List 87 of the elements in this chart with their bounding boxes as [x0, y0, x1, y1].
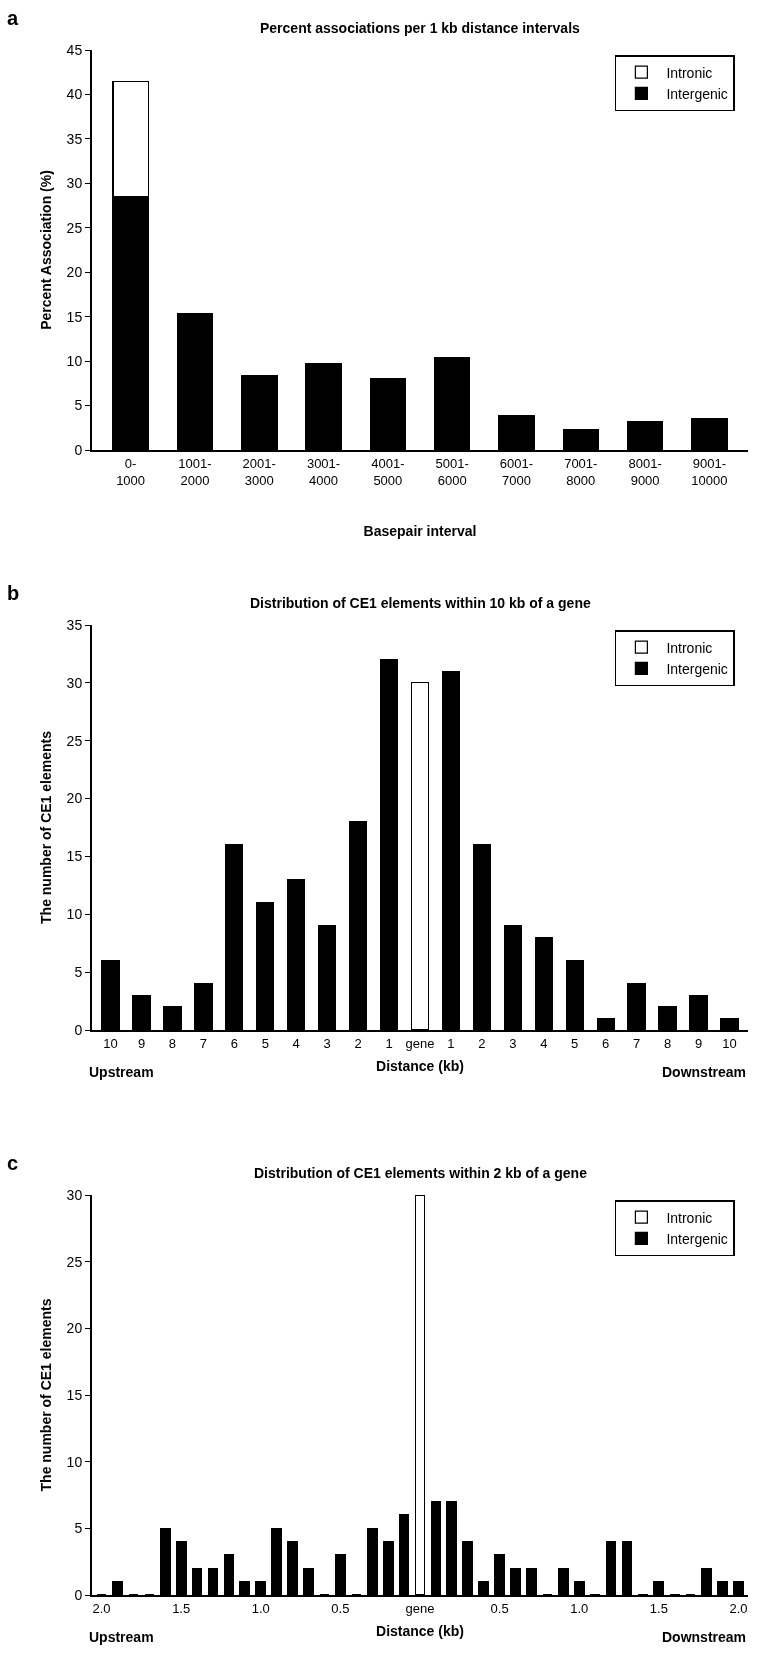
x-tick-label: gene	[405, 1600, 435, 1616]
x-tick-label: 4	[292, 1035, 300, 1051]
y-axis-title: Percent Association (%)	[37, 170, 54, 330]
x-tick-label: 4001-5000	[371, 455, 405, 488]
x-tick-label: 3	[323, 1035, 331, 1051]
x-tick-label: 2	[478, 1035, 486, 1051]
x-tick-label: 1001-2000	[178, 455, 212, 488]
x-axis-title: Distance (kb)	[376, 1623, 464, 1640]
y-tick-label: 5	[74, 397, 83, 414]
y-tick-label: 35	[66, 616, 83, 633]
text: Upstream	[89, 1629, 154, 1645]
text: Downstream	[662, 1064, 747, 1080]
x-tick-label: 8001-9000	[628, 455, 662, 488]
x-tick-label: 4	[540, 1035, 548, 1051]
x-tick-label: 5001-6000	[435, 455, 469, 488]
y-tick-label: 5	[74, 964, 83, 981]
chart-title: Distribution of CE1 elements within 10 kb of a gene	[250, 595, 591, 611]
x-tick-label: 6	[602, 1035, 610, 1051]
x-tick-label: 3001-4000	[306, 455, 341, 488]
y-tick-label: 30	[66, 175, 83, 192]
x-tick-label: 2.0	[92, 1600, 111, 1616]
chart-title: Distribution of CE1 elements within 2 kb of a gene	[254, 1165, 588, 1181]
y-tick-label: 0	[74, 441, 83, 458]
y-tick-label: 30	[66, 674, 83, 691]
x-tick-label: 0.5	[331, 1600, 350, 1616]
x-tick-label: 7	[632, 1035, 641, 1051]
text: b	[7, 582, 20, 604]
legend-label: Intronic	[666, 64, 713, 81]
x-tick-label: 6	[230, 1035, 238, 1051]
legend-label: Intronic	[666, 639, 713, 656]
chart-title: Percent associations per 1 kb distance intervals	[260, 20, 581, 36]
x-tick-label: 2.0	[729, 1600, 748, 1616]
x-tick-label: gene	[405, 1035, 435, 1051]
text: c	[7, 1152, 19, 1174]
x-tick-label: 3	[509, 1035, 517, 1051]
y-tick-label: 10	[66, 906, 83, 923]
y-axis-title: The number of CE1 elements	[37, 1298, 54, 1492]
x-tick-label: 2001-3000	[242, 455, 276, 488]
y-tick-label: 25	[66, 732, 83, 749]
x-tick-label: 1.0	[570, 1600, 589, 1616]
x-tick-label: 7	[199, 1035, 208, 1051]
y-tick-label: 25	[66, 1253, 83, 1270]
x-tick-label: 6001-7000	[499, 455, 534, 488]
x-tick-label: 1.5	[649, 1600, 668, 1616]
y-tick-label: 0	[74, 1586, 83, 1603]
x-tick-label: 9	[137, 1035, 146, 1051]
y-tick-label: 20	[66, 790, 83, 807]
x-tick-label: 5	[261, 1035, 269, 1051]
legend-label: Intergenic	[666, 1230, 728, 1247]
x-tick-label: 2	[354, 1035, 362, 1051]
y-tick-label: 5	[74, 1520, 83, 1537]
y-tick-label: 30	[66, 1186, 83, 1203]
y-tick-label: 10	[66, 1453, 83, 1470]
x-tick-label: 1.0	[251, 1600, 270, 1616]
y-axis-title: The number of CE1 elements	[37, 730, 54, 924]
legend-label: Intergenic	[666, 660, 728, 677]
x-tick-label: 10	[103, 1035, 118, 1051]
y-tick-label: 15	[66, 1386, 83, 1403]
y-tick-label: 20	[66, 264, 83, 281]
y-tick-label: 20	[66, 1320, 83, 1337]
x-tick-label: 9001-10000	[691, 455, 728, 488]
text: Downstream	[662, 1629, 747, 1645]
x-tick-label: 8	[663, 1035, 672, 1051]
x-tick-label: 10	[722, 1035, 737, 1051]
x-tick-label: 9	[694, 1035, 703, 1051]
x-tick-label: 5	[571, 1035, 579, 1051]
legend-label: Intronic	[666, 1209, 713, 1226]
x-tick-label: 0-1000	[116, 455, 146, 488]
y-tick-label: 25	[66, 219, 83, 236]
y-tick-label: 10	[66, 353, 83, 370]
x-tick-label: 8	[168, 1035, 177, 1051]
x-axis-title: Distance (kb)	[376, 1058, 464, 1075]
x-tick-label: 1	[447, 1035, 455, 1051]
x-axis-title: Basepair interval	[363, 523, 477, 540]
x-tick-label: 0.5	[490, 1600, 509, 1616]
legend-label: Intergenic	[666, 85, 728, 102]
y-tick-label: 35	[66, 130, 83, 147]
y-tick-label: 15	[66, 308, 83, 325]
x-tick-label: 1.5	[172, 1600, 191, 1616]
x-tick-label: 7001-8000	[564, 455, 598, 488]
text: Upstream	[89, 1064, 154, 1080]
y-tick-label: 45	[66, 41, 83, 58]
y-tick-label: 0	[74, 1021, 83, 1038]
y-tick-label: 40	[66, 86, 83, 103]
y-tick-label: 15	[66, 848, 83, 865]
text: a	[7, 7, 19, 29]
x-tick-label: 1	[385, 1035, 393, 1051]
